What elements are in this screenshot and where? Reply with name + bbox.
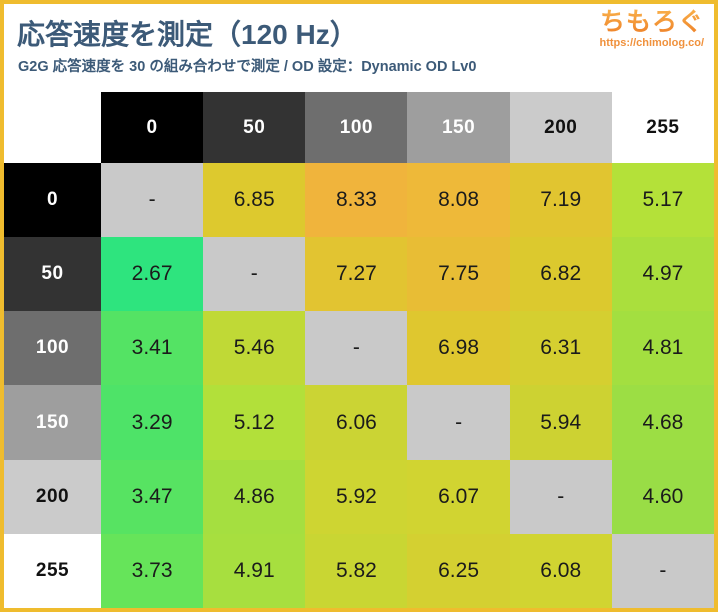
page-title: 応答速度を測定（120 Hz） — [17, 19, 358, 50]
heatmap-cell: 2.67 — [101, 237, 204, 312]
heatmap-cell: 4.97 — [611, 237, 714, 312]
heatmap-cell: 6.82 — [509, 237, 612, 312]
site-logo: ちもろぐ https://chimolog.co/ — [599, 8, 705, 49]
heatmap-cell: 4.81 — [611, 311, 714, 386]
site-logo-url: https://chimolog.co/ — [599, 36, 705, 49]
column-header-cell: 50 — [203, 92, 306, 163]
column-header-cell: 255 — [611, 92, 714, 163]
heatmap-cell: 3.29 — [101, 385, 204, 460]
column-header-cell: 0 — [101, 92, 204, 163]
heatmap-cell: 5.46 — [203, 311, 306, 386]
row-label-cell: 50 — [4, 237, 101, 312]
row-label-cell: 255 — [4, 533, 101, 608]
site-logo-text: ちもろぐ — [599, 8, 704, 36]
page-subtitle: G2G 応答速度を 30 の組み合わせで測定 / OD 設定：Dynamic O… — [18, 59, 477, 75]
heatmap-cell: 6.08 — [509, 533, 612, 608]
column-header-cell: 100 — [305, 92, 408, 163]
heatmap-cell: 6.06 — [305, 385, 408, 460]
heatmap-cell: 7.27 — [305, 237, 408, 312]
heatmap-table: 0 50 100 150 200 255 0-6.85 8.33 8.08 7.19 5.17 50 2… — [4, 92, 714, 608]
heatmap-cell: 4.68 — [611, 385, 714, 460]
column-header-cell: 150 — [407, 92, 510, 163]
heatmap-cell: 6.98 — [407, 311, 510, 386]
heatmap-cell: 5.17 — [611, 163, 714, 238]
heatmap-cell: 3.73 — [101, 533, 204, 608]
heatmap-cell: 7.75 — [407, 237, 510, 312]
row-label-cell: 150 — [4, 385, 101, 460]
heatmap-cell: 3.41 — [101, 311, 204, 386]
corner-cell — [4, 92, 101, 163]
heatmap-cell: 3.47 — [101, 459, 204, 534]
heatmap-cell: - — [611, 533, 714, 608]
heatmap-cell: 6.85 — [203, 163, 306, 238]
heatmap-cell: 5.94 — [509, 385, 612, 460]
heatmap-cell: - — [305, 311, 408, 386]
heatmap-cell: 5.12 — [203, 385, 306, 460]
heatmap-cell: 8.33 — [305, 163, 408, 238]
row-label-cell: 0 — [4, 163, 101, 238]
heatmap-cell: 8.08 — [407, 163, 510, 238]
row-label-cell: 200 — [4, 459, 101, 534]
heatmap-cell: - — [509, 459, 612, 534]
heatmap-cell: 4.86 — [203, 459, 306, 534]
heatmap-cell: - — [203, 237, 306, 312]
heatmap-cell: - — [407, 385, 510, 460]
heatmap-cell: 6.31 — [509, 311, 612, 386]
heatmap-cell: 6.25 — [407, 533, 510, 608]
heatmap-cell: - — [101, 163, 204, 238]
column-header-cell: 200 — [509, 92, 612, 163]
heatmap-cell: 4.91 — [203, 533, 306, 608]
heatmap-cell: 6.07 — [407, 459, 510, 534]
heatmap-cell: 5.92 — [305, 459, 408, 534]
heatmap-cell: 5.82 — [305, 533, 408, 608]
heatmap-cell: 7.19 — [509, 163, 612, 238]
row-label-cell: 100 — [4, 311, 101, 386]
heatmap-cell: 4.60 — [611, 459, 714, 534]
